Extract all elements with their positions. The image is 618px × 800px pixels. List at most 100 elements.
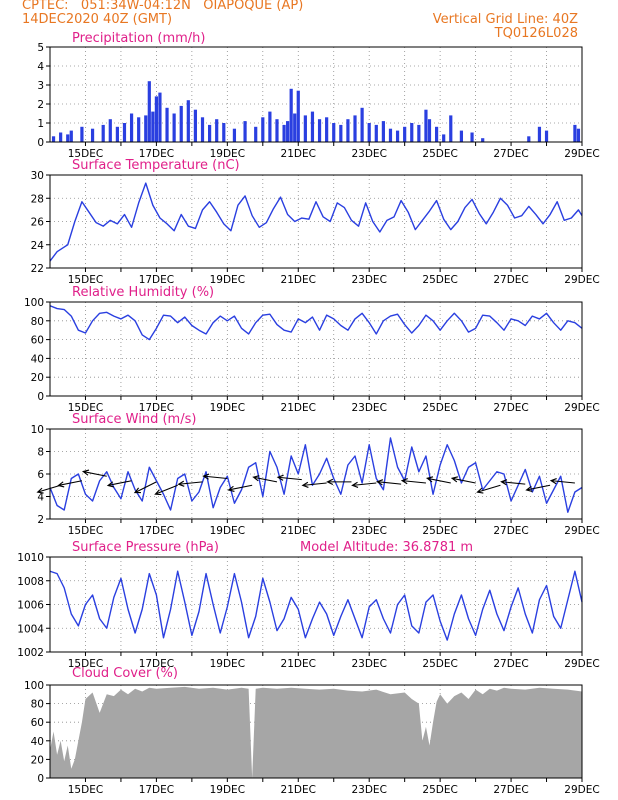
pressure-series-line [49, 570, 583, 641]
precip-bar [353, 115, 357, 142]
precip-bar [325, 117, 329, 142]
rh-grid [50, 302, 582, 396]
precip-bar [51, 136, 56, 142]
precip-bar [66, 134, 70, 142]
precip-bar [108, 119, 112, 142]
precip-bar [296, 90, 300, 142]
x-tick-label: 21DEC [281, 274, 316, 286]
precip-bar [232, 128, 237, 142]
y-tick-label: 5 [37, 42, 44, 54]
y-tick-label: 60 [31, 335, 44, 347]
x-tick-label: 25DEC [422, 525, 457, 537]
x-tick-label: 29DEC [564, 402, 599, 414]
y-tick-label: 1 [37, 118, 44, 130]
precip-bar [90, 128, 95, 142]
x-tick-label: 23DEC [351, 784, 386, 796]
precip-bar [346, 119, 350, 142]
precip-bar [215, 119, 219, 142]
precip-bar [200, 117, 205, 142]
temp-panel: 22 24 26 28 30 15DEC 17DEC 19DEC 21DEC 23DEC 25DEC… [31, 158, 600, 286]
wind-arrow [133, 481, 157, 494]
precip-bar [222, 123, 226, 142]
x-tick-label: 25DEC [422, 784, 457, 796]
x-tick-label: 21DEC [281, 525, 316, 537]
wind-arrow [106, 480, 132, 488]
precip-bar [459, 130, 464, 142]
x-tick-label: 19DEC [210, 658, 245, 670]
precip-bar [317, 119, 322, 142]
y-tick-label: 30 [31, 170, 44, 182]
wind-arrow [351, 481, 377, 488]
precip-bar [424, 109, 428, 142]
y-tick-label: 80 [31, 316, 44, 328]
x-tick-label: 23DEC [351, 525, 386, 537]
precip-bar [481, 138, 485, 142]
wind-series-line [49, 437, 583, 513]
precip-bar [243, 121, 247, 142]
x-tick-label: 17DEC [139, 525, 174, 537]
precip-grid [50, 47, 582, 142]
y-tick-label: 0 [37, 137, 44, 149]
y-tick-label: 26 [31, 217, 45, 229]
wind-vectors [36, 469, 575, 496]
precip-bar [144, 115, 148, 142]
wind-arrow [549, 478, 575, 485]
header-model-id: TQ0126L028 [494, 26, 578, 41]
x-tick-label: 15DEC [68, 402, 103, 414]
x-tick-label: 27DEC [493, 148, 528, 160]
header-grid-line: Vertical Grid Line: 40Z [432, 12, 578, 27]
x-tick-label: 15DEC [68, 525, 103, 537]
wind-arrow [276, 474, 302, 481]
precip-bar [186, 100, 190, 142]
y-tick-label: 60 [31, 717, 44, 729]
wind-arrow [227, 484, 253, 492]
precip-bar [59, 132, 63, 142]
precip-bar [449, 115, 453, 142]
cloud-panel: 0 20 40 60 80 100 15DEC 17DEC 19DEC 21DEC 23DEC 25D… [24, 666, 600, 796]
y-tick-label: 20 [31, 754, 44, 766]
x-tick-label: 19DEC [210, 784, 245, 796]
precip-frame [49, 46, 583, 143]
precip-bar [261, 117, 265, 142]
precip-bar [395, 130, 400, 142]
precip-bar [339, 124, 343, 142]
x-tick-label: 23DEC [351, 274, 386, 286]
precip-bar [80, 126, 84, 142]
precip-bar [115, 126, 119, 142]
x-tick-label: 27DEC [493, 402, 528, 414]
x-tick-label: 23DEC [351, 402, 386, 414]
rh-series-line [49, 305, 583, 341]
precip-bar [427, 119, 432, 142]
precip-bar [208, 124, 212, 142]
precip-bars [51, 81, 581, 142]
x-tick-label: 15DEC [68, 784, 103, 796]
x-tick-label: 29DEC [564, 274, 599, 286]
precip-bar [137, 117, 141, 142]
y-tick-label: 100 [24, 297, 44, 309]
precip-bar [154, 96, 158, 142]
precip-bar [254, 126, 258, 142]
x-tick-label: 29DEC [564, 784, 599, 796]
x-tick-label: 21DEC [281, 784, 316, 796]
precip-bar [179, 105, 183, 142]
wind-arrow [326, 478, 352, 485]
x-tick-label: 19DEC [210, 274, 245, 286]
y-tick-label: 0 [37, 773, 44, 785]
rh-title: Relative Humidity (%) [72, 285, 214, 300]
y-tick-label: 40 [31, 736, 44, 748]
precip-bar [576, 128, 581, 142]
pressure-grid [50, 557, 582, 652]
wind-arrow [301, 481, 327, 488]
cloud-title: Cloud Cover (%) [72, 666, 178, 681]
x-tick-label: 15DEC [68, 274, 103, 286]
y-tick-label: 28 [31, 193, 44, 205]
precip-bar [151, 111, 155, 142]
precip-bar [544, 130, 549, 142]
precip-bar [537, 126, 542, 142]
x-tick-label: 21DEC [281, 148, 316, 160]
temp-series-line [49, 182, 583, 262]
precip-bar [381, 121, 385, 142]
precip-bar [527, 136, 531, 142]
y-tick-label: 40 [31, 353, 44, 365]
